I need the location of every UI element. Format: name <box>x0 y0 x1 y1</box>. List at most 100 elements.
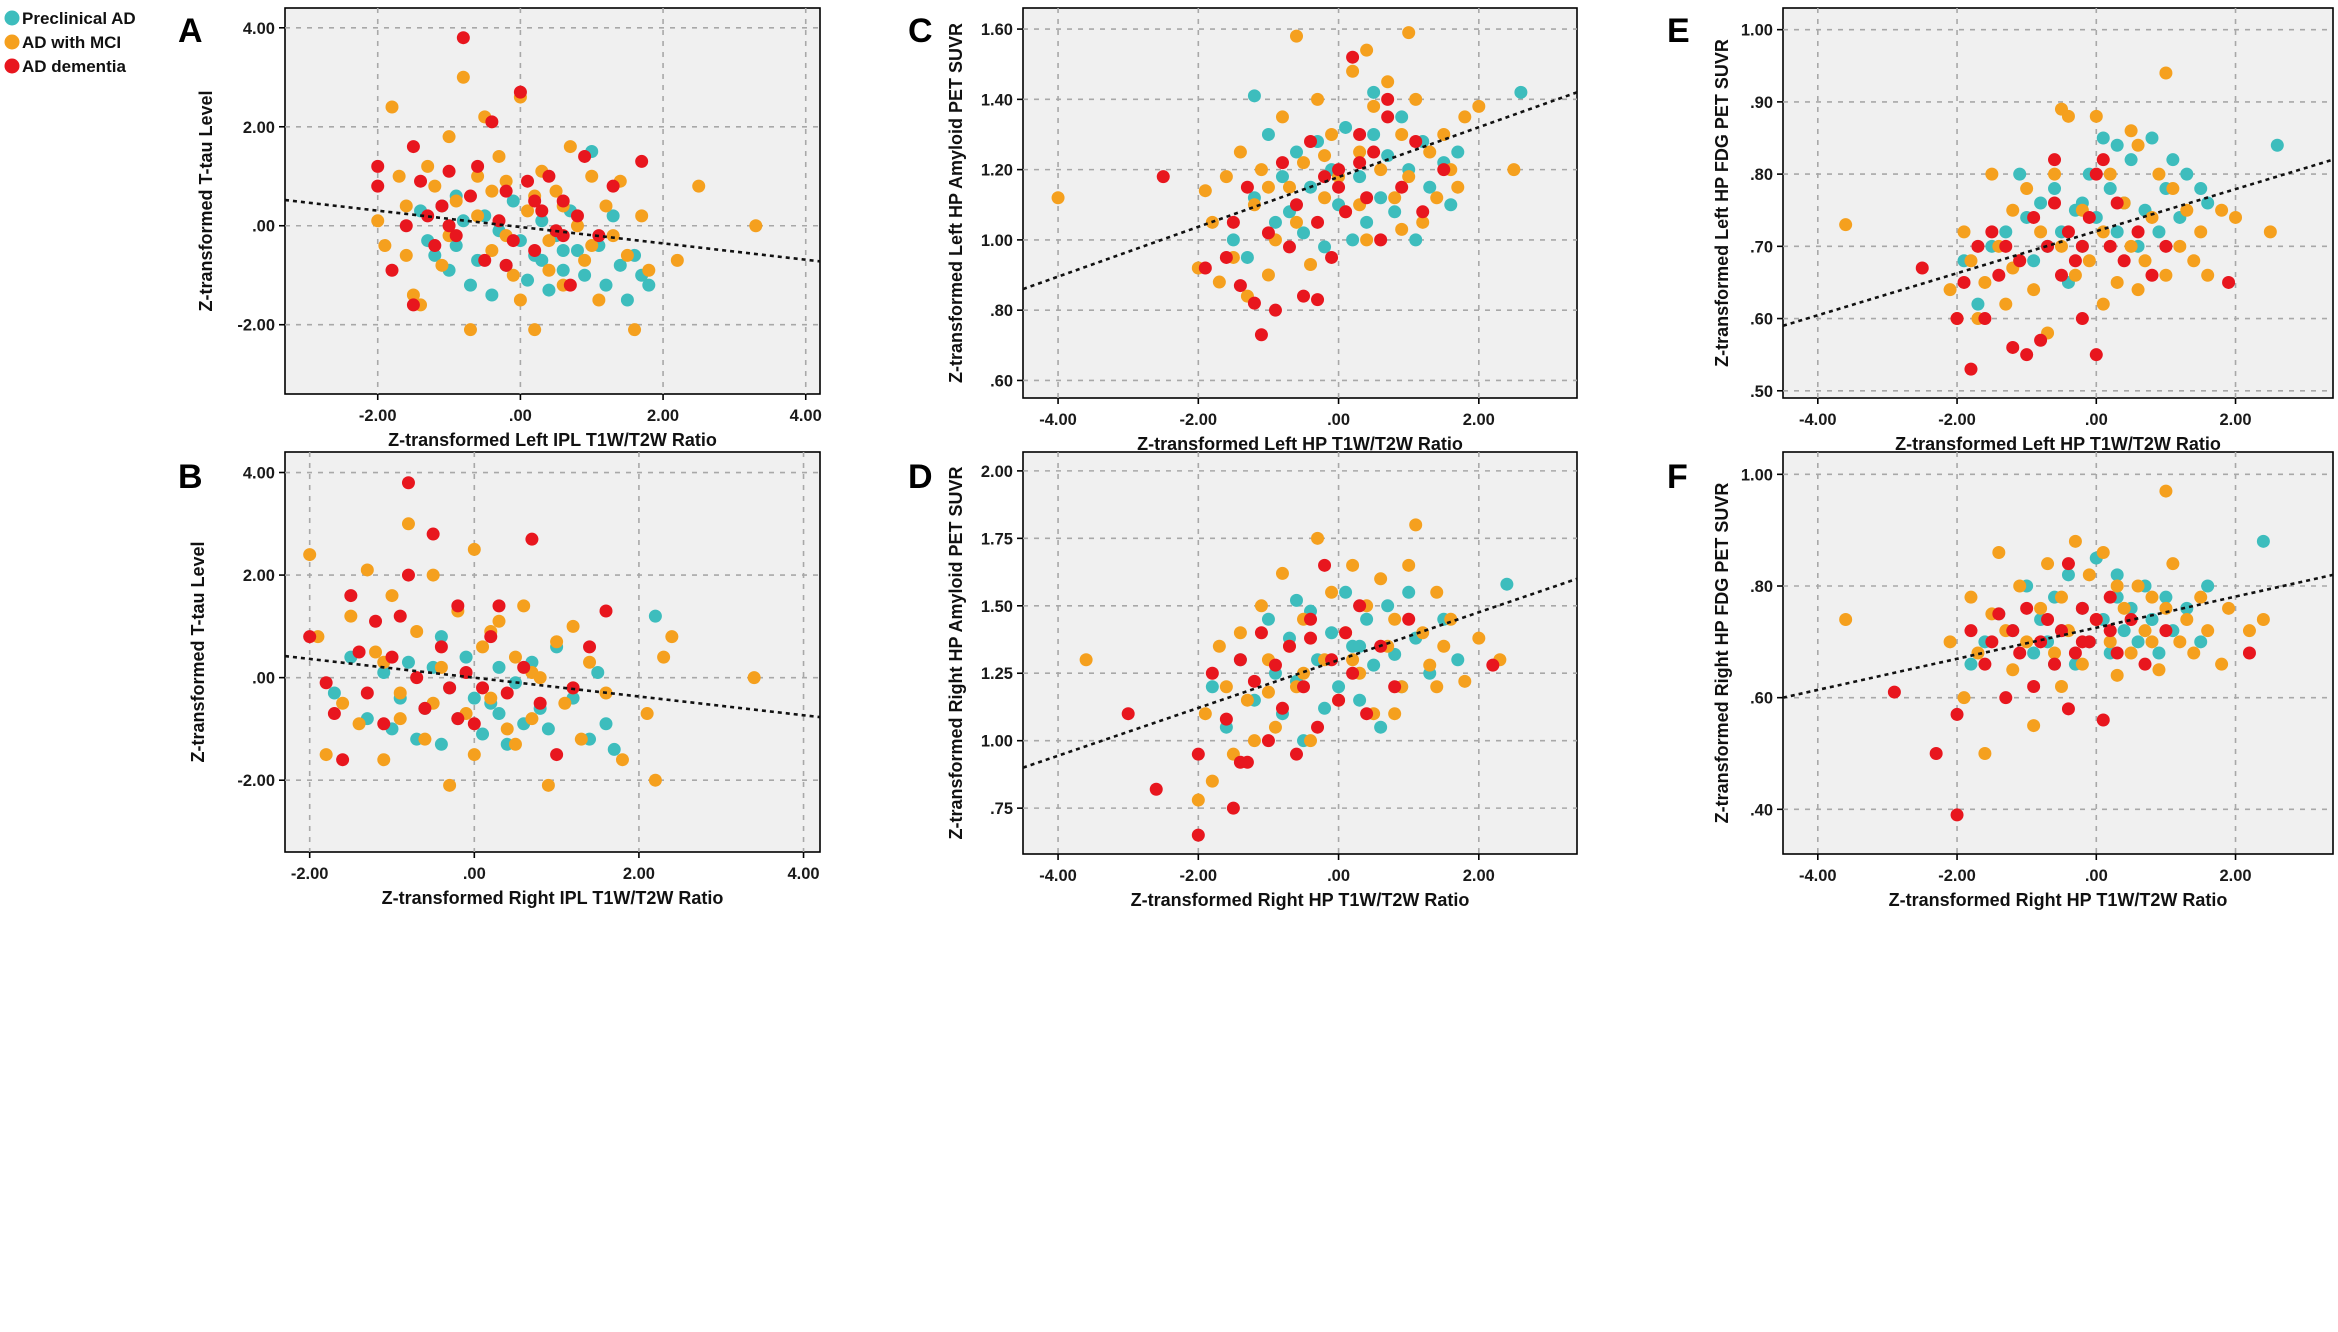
regression-line <box>1023 91 1577 291</box>
data-point <box>1325 585 1339 599</box>
panel-letter: C <box>908 12 933 50</box>
y-tick-label: 4.00 <box>243 20 275 38</box>
data-point <box>467 748 481 762</box>
panel-a: -2.00 .00 2.00 4.00 -2.00 .00 2.00 4.00 Z-transf… <box>178 7 822 450</box>
regression-line <box>285 198 820 263</box>
data-point <box>428 239 442 253</box>
data-point <box>2020 348 2034 362</box>
data-point <box>1121 707 1135 721</box>
data-point <box>476 727 490 741</box>
data-point <box>428 248 442 262</box>
data-point <box>1423 658 1437 672</box>
data-point <box>1339 626 1353 640</box>
y-tick-label: 1.75 <box>981 530 1013 548</box>
legend-item: Preclinical AD <box>4 9 136 28</box>
data-point <box>1219 250 1233 264</box>
data-point <box>484 630 498 644</box>
data-point <box>1839 613 1853 626</box>
data-point <box>392 169 406 183</box>
x-tick-label: .00 <box>509 407 532 425</box>
data-point <box>549 184 563 198</box>
data-point <box>2110 225 2124 239</box>
data-point <box>506 268 520 282</box>
data-point <box>2061 568 2075 582</box>
data-point <box>1226 233 1240 247</box>
data-point <box>2020 635 2034 649</box>
data-point <box>1226 801 1240 815</box>
legend-label: AD with MCI <box>22 33 121 52</box>
panel-f: -4.00 -2.00 .00 2.00 .40 .60 .80 1.00 Z-transfor… <box>1667 451 2334 910</box>
y-tick-label: -2.00 <box>237 317 275 335</box>
data-point <box>2068 254 2082 268</box>
data-point <box>492 660 506 674</box>
data-point <box>1149 782 1163 796</box>
data-point <box>2117 254 2131 268</box>
y-tick-label: .40 <box>1750 801 1773 819</box>
data-point <box>421 159 435 173</box>
data-point <box>2222 275 2236 289</box>
data-point <box>2096 546 2110 559</box>
data-point <box>1268 720 1282 734</box>
data-point <box>399 219 413 233</box>
data-point <box>2020 182 2034 196</box>
data-point <box>1289 29 1303 43</box>
data-point <box>635 154 649 168</box>
data-point <box>406 298 420 312</box>
data-point <box>449 229 463 243</box>
data-point <box>2103 590 2117 604</box>
data-point <box>2027 719 2041 733</box>
data-point <box>451 599 465 613</box>
regression-line <box>1783 573 2333 699</box>
data-point <box>1233 653 1247 667</box>
data-point <box>1388 205 1402 219</box>
data-point <box>2013 646 2027 660</box>
data-point <box>2075 657 2089 671</box>
data-point <box>570 209 584 223</box>
data-point <box>2110 568 2124 582</box>
data-point <box>585 239 599 253</box>
data-point <box>535 204 549 218</box>
data-point <box>1332 693 1346 707</box>
y-tick-label: 1.20 <box>981 162 1013 180</box>
data-point <box>521 204 535 218</box>
data-point <box>2194 225 2208 239</box>
data-point <box>2089 348 2103 362</box>
data-point <box>606 229 620 243</box>
data-point <box>563 140 577 154</box>
data-point <box>1451 180 1465 194</box>
data-point <box>499 258 513 272</box>
data-point <box>377 753 391 767</box>
panel-letter: E <box>1667 12 1690 50</box>
y-tick-label: .75 <box>990 800 1013 818</box>
y-tick-label: 2.00 <box>243 119 275 137</box>
data-point <box>1254 328 1268 342</box>
data-point <box>1950 707 1964 721</box>
data-point <box>1191 828 1205 842</box>
data-point <box>443 681 457 695</box>
data-point <box>2075 312 2089 326</box>
data-point <box>1458 110 1472 124</box>
data-point <box>336 696 350 710</box>
data-point <box>369 645 383 659</box>
data-point <box>1367 99 1381 113</box>
data-point <box>401 655 415 669</box>
data-point <box>1992 268 2006 282</box>
series-ad-with-mci <box>1839 484 2270 760</box>
x-tick-label: -2.00 <box>359 407 397 425</box>
data-point <box>1275 566 1289 580</box>
data-point <box>2082 568 2096 582</box>
x-tick-label: 2.00 <box>1463 867 1495 885</box>
data-point <box>1325 626 1339 640</box>
data-point <box>369 614 383 628</box>
data-point <box>570 243 584 257</box>
data-point <box>1282 639 1296 653</box>
data-point <box>1051 191 1065 205</box>
data-point <box>1353 599 1367 613</box>
data-point <box>2138 657 2152 671</box>
data-point <box>583 640 597 654</box>
data-point <box>665 630 679 644</box>
data-point <box>1395 110 1409 124</box>
data-point <box>1282 240 1296 254</box>
data-point <box>2110 668 2124 682</box>
x-tick-label: .00 <box>1327 411 1350 429</box>
